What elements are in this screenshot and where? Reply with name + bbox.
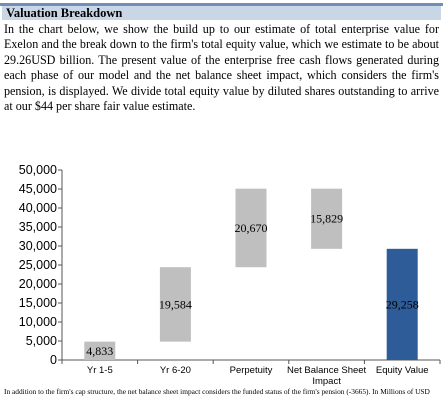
- y-tick-label: 5,000: [26, 334, 57, 348]
- y-tick-label: 30,000: [19, 239, 57, 253]
- bar-yr-6-20: [159, 267, 191, 342]
- bar-value-label: 15,829: [310, 212, 343, 226]
- category-label: Yr 1-5: [87, 365, 113, 376]
- section-title: Valuation Breakdown: [6, 6, 123, 20]
- y-tick-label: 25,000: [19, 258, 57, 272]
- waterfall-chart: 0 5,000 10,000 15,000 20,000 25,000 30,000 35,0…: [19, 163, 441, 387]
- category-label: Net Balance Sheet Impact: [287, 365, 367, 387]
- y-tick-label: 35,000: [19, 220, 57, 234]
- bar-equity-value: [386, 248, 418, 360]
- category-label: Equity Value: [376, 365, 429, 376]
- category-label: Perpetuity: [230, 365, 273, 376]
- bar-perpetuity: [235, 188, 267, 268]
- y-tick-label: 10,000: [19, 315, 57, 329]
- bar-yr-1-5: [84, 341, 116, 360]
- section-header: Valuation Breakdown: [2, 6, 441, 20]
- y-tick-label: 50,000: [19, 163, 57, 177]
- y-tick-label: 20,000: [19, 277, 57, 291]
- y-tick-label: 40,000: [19, 201, 57, 215]
- bar-value-label: 19,584: [159, 297, 192, 311]
- bar-net-balance-sheet-impact: [311, 188, 343, 249]
- header-rule: [0, 3, 443, 6]
- bar-value-label: 20,670: [235, 221, 268, 235]
- intro-paragraph: In the chart below, we show the build up…: [4, 22, 439, 114]
- bar-value-label: 4,833: [86, 344, 113, 358]
- y-tick-label: 0: [50, 353, 57, 367]
- footnote: In addition to the firm's cap structure,…: [4, 387, 430, 396]
- y-tick-label: 45,000: [19, 182, 57, 196]
- bar-value-label: 29,258: [386, 297, 419, 311]
- category-label: Yr 6-20: [160, 365, 191, 376]
- y-tick-label: 15,000: [19, 296, 57, 310]
